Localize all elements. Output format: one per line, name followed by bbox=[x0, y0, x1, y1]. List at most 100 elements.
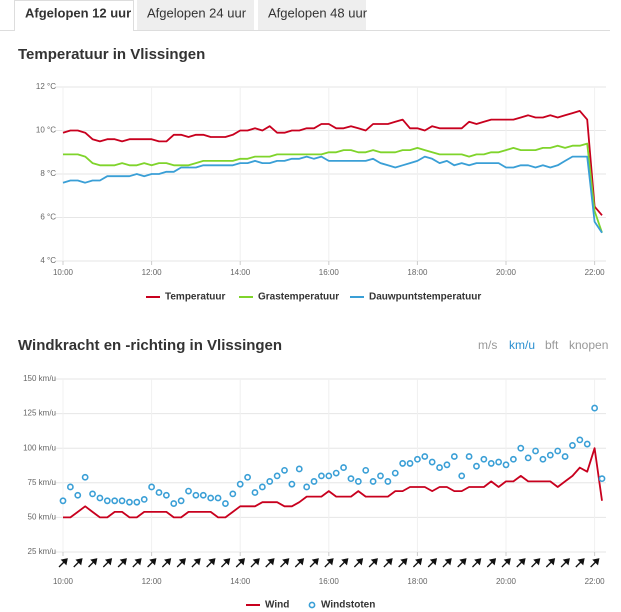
gust-marker bbox=[369, 478, 377, 485]
legend-label: Wind bbox=[265, 600, 289, 611]
gust-marker bbox=[340, 464, 347, 471]
gust-marker bbox=[162, 491, 170, 499]
wind-arrow bbox=[590, 558, 600, 568]
unit-option-active[interactable]: km/u bbox=[509, 338, 535, 352]
y-tick-label: 10 °C bbox=[36, 126, 56, 135]
gust-marker bbox=[229, 490, 237, 498]
gust-marker bbox=[509, 455, 517, 463]
series-line bbox=[63, 447, 603, 519]
gust-marker bbox=[524, 454, 532, 462]
gust-marker bbox=[185, 487, 192, 495]
x-tick-label: 16:00 bbox=[319, 577, 340, 586]
tab[interactable] bbox=[137, 0, 254, 30]
wind-arrow bbox=[427, 558, 438, 568]
x-tick-label: 22:00 bbox=[585, 577, 606, 586]
gust-marker bbox=[103, 497, 111, 505]
wind-arrow bbox=[442, 558, 452, 568]
gust-marker bbox=[487, 460, 495, 467]
wind-arrow bbox=[368, 558, 378, 568]
x-tick-label: 20:00 bbox=[496, 577, 517, 586]
series-line bbox=[63, 142, 603, 233]
gust-marker bbox=[473, 462, 480, 470]
gust-marker bbox=[244, 473, 251, 481]
gust-marker bbox=[502, 461, 510, 469]
gust-marker bbox=[517, 444, 525, 452]
wind-arrow bbox=[176, 558, 186, 568]
wind-arrow bbox=[191, 558, 201, 568]
gust-marker bbox=[74, 491, 82, 499]
gust-marker bbox=[325, 472, 333, 480]
gust-marker bbox=[436, 464, 443, 471]
wind-arrow bbox=[545, 558, 556, 568]
tab[interactable] bbox=[258, 0, 366, 30]
wind-arrow bbox=[383, 558, 393, 568]
gust-marker bbox=[192, 491, 200, 499]
legend-marker bbox=[308, 601, 316, 609]
gust-marker bbox=[384, 478, 392, 485]
wind-arrow bbox=[324, 558, 334, 568]
wind-arrow bbox=[88, 558, 98, 568]
y-tick-label: 100 km/u bbox=[23, 443, 56, 452]
wind-arrow bbox=[516, 558, 526, 568]
unit-option[interactable]: knopen bbox=[569, 338, 608, 352]
gust-marker bbox=[539, 455, 547, 463]
gust-marker bbox=[281, 466, 288, 474]
x-tick-label: 10:00 bbox=[53, 268, 74, 277]
tab-label[interactable]: Afgelopen 12 uur bbox=[25, 5, 131, 20]
gust-marker bbox=[598, 475, 606, 483]
gust-marker bbox=[414, 455, 421, 463]
wind-arrow bbox=[161, 558, 172, 568]
wind-arrow bbox=[353, 558, 364, 568]
wind-arrow bbox=[294, 558, 305, 568]
gust-marker bbox=[591, 404, 599, 412]
gust-marker bbox=[133, 498, 141, 506]
gust-marker bbox=[177, 497, 185, 505]
gust-marker bbox=[310, 478, 318, 485]
tab-label[interactable]: Afgelopen 48 uur bbox=[268, 5, 368, 20]
x-tick-label: 20:00 bbox=[496, 268, 517, 277]
series-line bbox=[62, 155, 603, 234]
wind-arrow bbox=[575, 558, 585, 568]
y-tick-label: 75 km/u bbox=[28, 478, 56, 487]
wind-arrow bbox=[486, 558, 497, 568]
gust-marker bbox=[399, 460, 407, 467]
legend-label: Dauwpuntstemperatuur bbox=[369, 292, 481, 303]
series-line bbox=[62, 110, 603, 216]
tab-label[interactable]: Afgelopen 24 uur bbox=[147, 5, 247, 20]
wind-arrow bbox=[265, 558, 275, 568]
wind-arrow bbox=[102, 558, 113, 568]
gust-marker bbox=[66, 483, 74, 491]
wind-arrow bbox=[309, 558, 319, 568]
gust-marker bbox=[81, 473, 89, 481]
chart-title: Temperatuur in Vlissingen bbox=[18, 46, 205, 63]
gust-marker bbox=[303, 483, 311, 491]
gust-marker bbox=[199, 491, 207, 499]
y-tick-label: 125 km/u bbox=[23, 409, 56, 418]
wind-arrow bbox=[280, 558, 290, 568]
gust-marker bbox=[59, 497, 67, 505]
wind-arrow bbox=[235, 558, 246, 568]
gust-marker bbox=[266, 478, 274, 485]
gust-marker bbox=[295, 465, 303, 473]
unit-option[interactable]: bft bbox=[545, 338, 559, 352]
gust-marker bbox=[288, 480, 296, 488]
gust-marker bbox=[222, 500, 229, 507]
wind-arrow bbox=[457, 558, 467, 568]
x-tick-label: 10:00 bbox=[53, 577, 74, 586]
gust-marker bbox=[465, 453, 473, 460]
wind-arrow bbox=[132, 558, 142, 568]
unit-option[interactable]: m/s bbox=[478, 338, 497, 352]
y-tick-label: 150 km/u bbox=[23, 374, 56, 383]
gust-marker bbox=[111, 497, 119, 505]
x-tick-label: 16:00 bbox=[319, 268, 340, 277]
gust-marker bbox=[406, 460, 414, 467]
wind-arrow bbox=[147, 558, 157, 568]
wind-arrow bbox=[250, 558, 260, 568]
wind-arrow bbox=[398, 558, 408, 568]
y-tick-label: 25 km/u bbox=[28, 547, 56, 556]
x-tick-label: 22:00 bbox=[585, 268, 606, 277]
x-tick-label: 14:00 bbox=[230, 577, 251, 586]
gust-marker bbox=[155, 489, 163, 496]
gust-marker bbox=[554, 447, 562, 455]
